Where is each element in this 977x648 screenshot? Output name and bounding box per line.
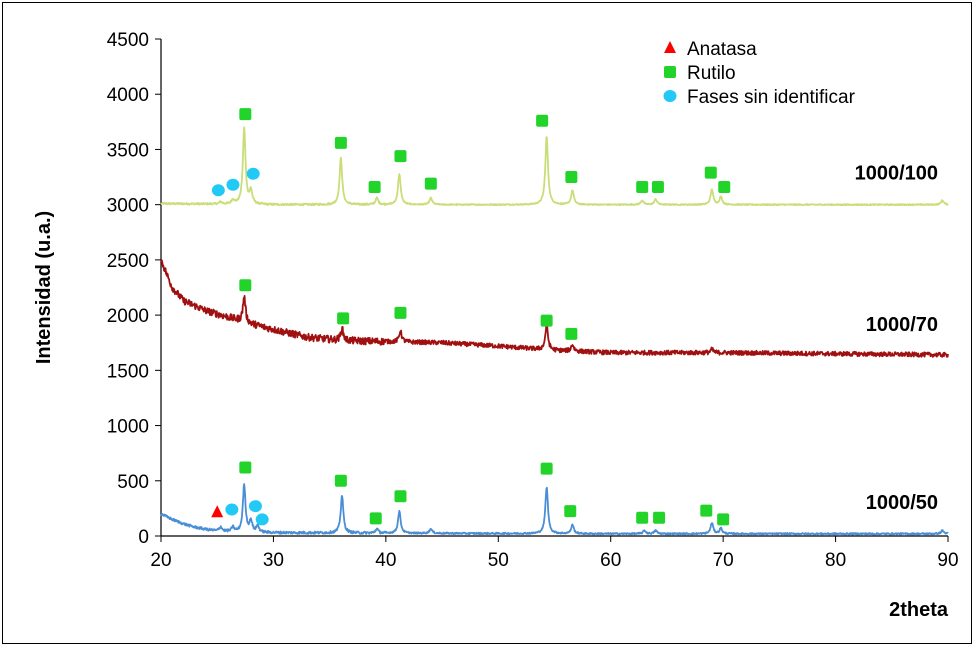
- peak-marker-square: [394, 490, 407, 503]
- peak-marker-square: [636, 180, 649, 193]
- x-tick-label: 90: [937, 550, 958, 571]
- y-tick-label: 4000: [107, 85, 149, 106]
- y-tick-label: 4500: [107, 30, 149, 51]
- peak-marker-square: [717, 513, 730, 526]
- peak-marker-square: [394, 150, 407, 163]
- peak-marker-square: [564, 505, 577, 518]
- peak-marker-square: [653, 511, 666, 524]
- series-label: 1000/70: [866, 314, 938, 336]
- y-tick-label: 500: [117, 472, 149, 493]
- y-tick-label: 2000: [107, 306, 149, 327]
- x-tick-label: 80: [825, 550, 846, 571]
- peak-marker-circle: [211, 184, 225, 197]
- x-tick-label: 30: [263, 550, 284, 571]
- x-tick-label: 50: [488, 550, 509, 571]
- peak-marker-square: [394, 306, 407, 319]
- legend-label: Rutilo: [687, 63, 736, 84]
- y-axis-title: Intensidad (u.a.): [33, 211, 55, 364]
- series-line-1000-50: [160, 483, 949, 536]
- peak-marker-square: [540, 314, 553, 327]
- legend-marker-circle: [663, 90, 677, 102]
- peak-marker-square: [368, 180, 381, 193]
- peak-marker-square: [565, 327, 578, 340]
- x-tick-label: 70: [713, 550, 734, 571]
- y-tick-label: 1000: [107, 417, 149, 438]
- peak-marker-square: [369, 512, 382, 525]
- peak-marker-square: [337, 312, 350, 325]
- peak-marker-square: [334, 136, 347, 149]
- series-label: 1000/50: [866, 492, 938, 514]
- peak-marker-square: [239, 461, 252, 474]
- legend-label: Fases sin identificar: [687, 87, 856, 108]
- y-tick-label: 0: [138, 527, 149, 548]
- peak-marker-square: [424, 177, 437, 190]
- x-tick-label: 20: [150, 550, 171, 571]
- peak-marker-circle: [246, 167, 260, 180]
- peak-marker-square: [565, 171, 578, 184]
- legend-marker-square: [664, 66, 676, 78]
- x-axis-title: 2theta: [889, 599, 949, 621]
- peak-marker-square: [334, 474, 347, 487]
- y-tick-label: 3500: [107, 140, 149, 161]
- peak-marker-triangle: [211, 505, 224, 518]
- x-tick-label: 40: [375, 550, 396, 571]
- legend-marker-triangle: [664, 41, 676, 53]
- y-tick-label: 2500: [107, 251, 149, 272]
- legend-label: Anatasa: [687, 39, 757, 60]
- peak-marker-circle: [226, 178, 240, 191]
- series-line-1000-70: [160, 259, 949, 358]
- peak-marker-square: [536, 114, 549, 127]
- peak-marker-circle: [255, 513, 269, 526]
- peak-marker-circle: [248, 500, 262, 513]
- series-label: 1000/100: [855, 163, 938, 185]
- peak-marker-square: [239, 279, 252, 292]
- peak-marker-square: [704, 166, 717, 179]
- peak-marker-circle: [225, 503, 239, 516]
- y-tick-label: 1500: [107, 361, 149, 382]
- x-tick-label: 60: [600, 550, 621, 571]
- peak-marker-square: [239, 108, 252, 121]
- y-tick-label: 3000: [107, 196, 149, 217]
- peak-marker-square: [718, 180, 731, 193]
- peak-marker-square: [651, 180, 664, 193]
- peak-marker-square: [636, 511, 649, 524]
- series-line-1000-100: [160, 126, 949, 207]
- peak-marker-square: [700, 504, 713, 517]
- peak-marker-square: [540, 462, 553, 475]
